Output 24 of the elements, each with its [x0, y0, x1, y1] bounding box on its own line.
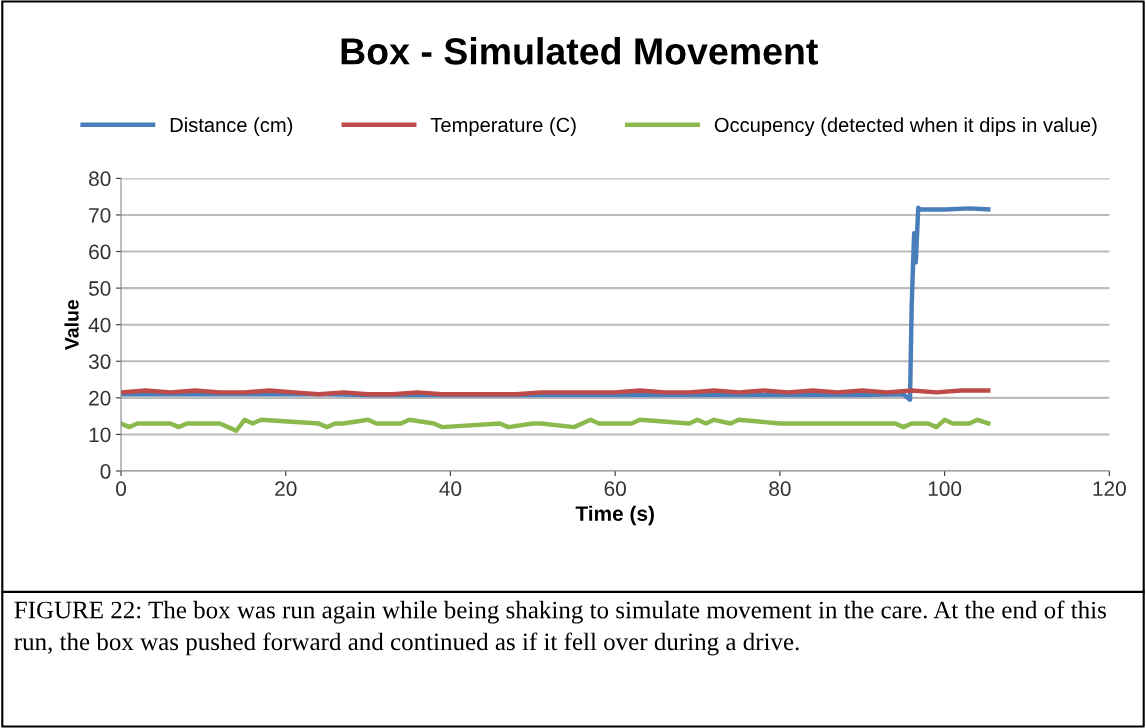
- x-tick-label: 40: [439, 481, 462, 497]
- caption: FIGURE 22: The box was run again while being shaking to simulate movement in the care. At the end of this run, the box was pushed forward and continued as if it fell over during a drive.: [14, 600, 1106, 656]
- x-tick-label: 80: [769, 481, 791, 497]
- line-series: [121, 417, 991, 433]
- legend-label: Distance (cm): [170, 117, 293, 137]
- x-tick-label: 60: [604, 481, 626, 497]
- y-tick-label: 10: [89, 427, 111, 443]
- y-tick-label: 70: [89, 207, 111, 223]
- y-tick-label: 20: [89, 390, 111, 406]
- y-tick-label: 0: [100, 464, 111, 479]
- x-tick-label: 0: [116, 481, 126, 497]
- legend-label: Occupency (detected when it dips in value): [714, 117, 1097, 137]
- y-tick-label: 30: [88, 354, 111, 370]
- y-tick-label: 50: [88, 281, 111, 296]
- chart-title: Box - Simulated Movement: [341, 37, 818, 65]
- y-tick-label: 60: [89, 244, 111, 260]
- x-tick-label: 20: [275, 481, 297, 497]
- x-axis-title: Time (s): [575, 505, 654, 526]
- x-tick-label: 120: [1093, 481, 1126, 497]
- legend-label: Temperature (C): [430, 117, 576, 137]
- y-axis-title: Value: [64, 299, 79, 350]
- y-tick-label: 80: [89, 171, 111, 187]
- x-tick-label: 100: [928, 481, 962, 497]
- y-tick-label: 40: [88, 317, 111, 333]
